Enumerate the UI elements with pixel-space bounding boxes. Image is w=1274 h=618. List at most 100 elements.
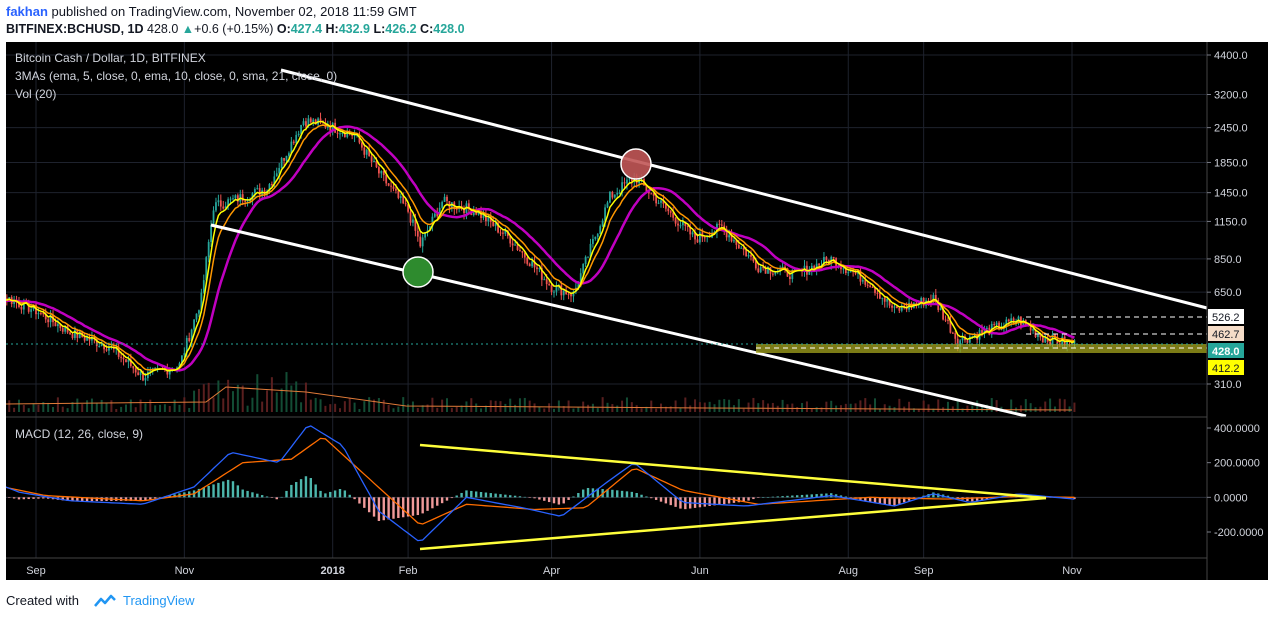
volume-bar [703, 402, 706, 412]
candle-body [922, 297, 925, 306]
macd-histogram-bar [338, 489, 342, 498]
macd-tick-label: 200.0000 [1214, 458, 1260, 470]
macd-axis[interactable]: 400.0000 200.0000 0.0000 -200.0000 [1207, 423, 1264, 539]
chart-svg[interactable]: 4400.0 3200.0 2450.0 1850.0 1450.0 1150.0 850.… [0, 42, 1268, 580]
candle-body [876, 292, 879, 294]
candle-body [601, 220, 604, 227]
candle-body [604, 207, 606, 221]
triangle-upper-line[interactable] [419, 443, 1047, 500]
volume-bar [548, 403, 551, 412]
volume-bar [144, 403, 147, 412]
candle-body [273, 176, 276, 185]
candle-body [502, 232, 504, 234]
candle-body [927, 300, 930, 302]
tradingview-link[interactable]: TradingView [85, 591, 195, 611]
tradingview-brand[interactable]: TradingView [122, 593, 195, 608]
candle-body [1012, 318, 1015, 323]
volume-bar [752, 397, 755, 412]
macd-histogram-bar [372, 497, 376, 517]
macd-histogram-bar [251, 492, 254, 498]
candle-body [606, 202, 609, 208]
candle-body [137, 372, 140, 375]
candle-body [548, 284, 551, 286]
volume-bar [304, 382, 307, 412]
time-tick-label: 2018 [320, 565, 344, 577]
price-tag-bg [1208, 343, 1244, 358]
candle-body [83, 337, 86, 341]
price-axis[interactable]: 4400.0 3200.0 2450.0 1850.0 1450.0 1150.0 850.… [1207, 50, 1248, 391]
candle-body [69, 332, 71, 335]
upper-channel-line[interactable] [280, 68, 1208, 310]
macd-histogram-bar [509, 495, 512, 498]
candle-body [703, 237, 706, 239]
macd-histogram-bar [975, 497, 979, 501]
macd-histogram-bar [431, 497, 434, 509]
time-axis[interactable]: Sep Nov 2018 Feb Apr Jun Aug Sep Nov [26, 565, 1082, 577]
macd-histogram-bar [698, 497, 702, 508]
candle-body [268, 184, 271, 191]
volume-bar [47, 402, 50, 412]
candle-body [353, 135, 356, 137]
volume-bar [1024, 399, 1027, 412]
candle-body [888, 298, 891, 306]
volume-bar [961, 408, 964, 412]
volume-bar [747, 402, 750, 412]
macd-histogram-bar [139, 497, 142, 501]
volume-bar [95, 402, 98, 412]
support-touch-marker[interactable] [402, 256, 434, 288]
macd-histogram-bar [771, 496, 775, 498]
low-value: 426.2 [385, 22, 417, 36]
candle-body [42, 313, 45, 315]
candle-body [1051, 334, 1054, 345]
volume-bar [854, 403, 857, 412]
volume-bar [159, 404, 162, 412]
lower-channel-line[interactable] [210, 223, 1027, 418]
candle-body [181, 355, 183, 364]
macd-histogram-bar [917, 497, 920, 498]
candle-body [733, 240, 735, 242]
volume-bar [557, 400, 560, 412]
volume-bar [669, 406, 672, 412]
macd-histogram-bar [859, 497, 862, 500]
resistance-touch-marker[interactable] [620, 148, 652, 180]
candle-body [993, 323, 996, 325]
candle-body [735, 240, 738, 245]
candle-body [1046, 338, 1049, 342]
candle-body [100, 344, 103, 346]
volume-bar [684, 397, 687, 412]
macd-histogram-bar [343, 490, 347, 498]
time-tick-label: Jun [691, 565, 709, 577]
price-tick-label: 310.0 [1214, 379, 1242, 391]
candle-body [871, 286, 874, 288]
macd-histogram-bar [402, 497, 405, 518]
volume-bar [533, 403, 536, 412]
macd-histogram-bar [134, 497, 137, 501]
candle-body [117, 347, 120, 357]
volume-bar [572, 408, 575, 412]
macd-histogram-bar [664, 497, 668, 504]
volume-bar [42, 402, 45, 412]
candle-body [533, 261, 536, 268]
macd-histogram-bar [17, 497, 21, 500]
ema10-line [0, 124, 1075, 371]
chart-area[interactable]: 4400.0 3200.0 2450.0 1850.0 1450.0 1150.0 850.… [0, 42, 1268, 580]
candle-body [526, 257, 529, 264]
macd-histogram-bar [333, 490, 337, 498]
volume-bar [776, 405, 779, 412]
author-link[interactable]: fakhan [6, 4, 48, 19]
volume-bar [76, 398, 79, 412]
volume-bar [368, 397, 371, 412]
candle-body [253, 189, 256, 194]
close-value: 428.0 [433, 22, 465, 36]
candle-body [270, 184, 273, 186]
volume-bar [1068, 406, 1071, 412]
volume-bar [1019, 405, 1022, 412]
volume-bar [202, 384, 205, 412]
triangle-lower-line[interactable] [419, 496, 1047, 551]
candle-body [183, 353, 186, 356]
time-tick-label: Sep [914, 565, 934, 577]
volume-bar [694, 399, 697, 412]
volume-bar [173, 399, 176, 412]
macd-histogram-bar [596, 488, 599, 498]
volume-bar [883, 404, 886, 412]
